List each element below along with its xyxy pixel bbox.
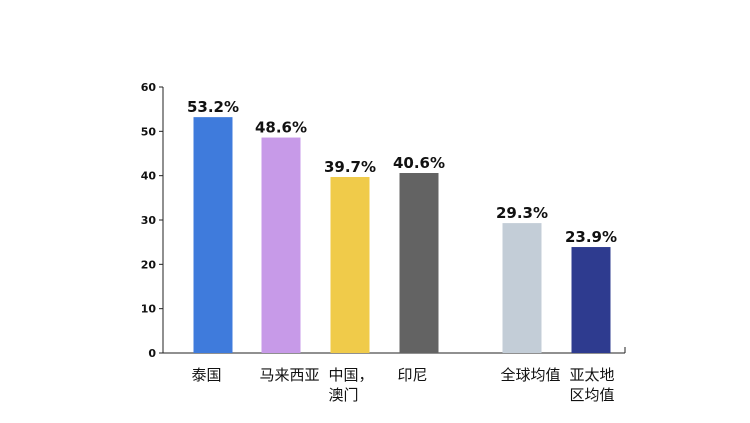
category-label: 区均值 — [570, 386, 615, 404]
category-label: 泰国 — [192, 366, 222, 384]
category-label: 澳门 — [329, 386, 359, 404]
data-label: 48.6% — [255, 119, 307, 137]
data-label: 53.2% — [187, 98, 239, 116]
y-tick-label: 30 — [141, 214, 157, 227]
y-tick-label: 10 — [141, 303, 157, 316]
bar — [261, 137, 301, 353]
data-label: 23.9% — [565, 228, 617, 246]
bars — [193, 117, 611, 353]
bar — [399, 173, 439, 353]
y-tick-label: 20 — [141, 258, 157, 271]
y-tick-label: 0 — [148, 347, 156, 360]
category-label: 中国， — [329, 366, 374, 384]
category-label: 马来西亚 — [260, 366, 320, 384]
y-tick-label: 60 — [141, 81, 157, 94]
bar — [193, 117, 233, 353]
category-label: 亚太地 — [570, 366, 615, 384]
bar — [330, 176, 370, 353]
bar — [502, 223, 542, 353]
data-label: 29.3% — [496, 204, 548, 222]
labels: 53.2% 泰国 48.6% 马来西亚 39.7% 中国， 澳门 40.6% 印尼 29.3% 全球… — [187, 98, 617, 404]
y-tick-label: 50 — [141, 125, 157, 138]
category-label: 印尼 — [398, 366, 428, 384]
data-label: 39.7% — [324, 158, 376, 176]
data-label: 40.6% — [393, 154, 445, 172]
bar — [571, 247, 611, 353]
y-tick-label: 40 — [141, 170, 157, 183]
axes: 0 10 20 30 40 50 60 — [141, 81, 626, 360]
category-label: 全球均值 — [501, 366, 561, 384]
